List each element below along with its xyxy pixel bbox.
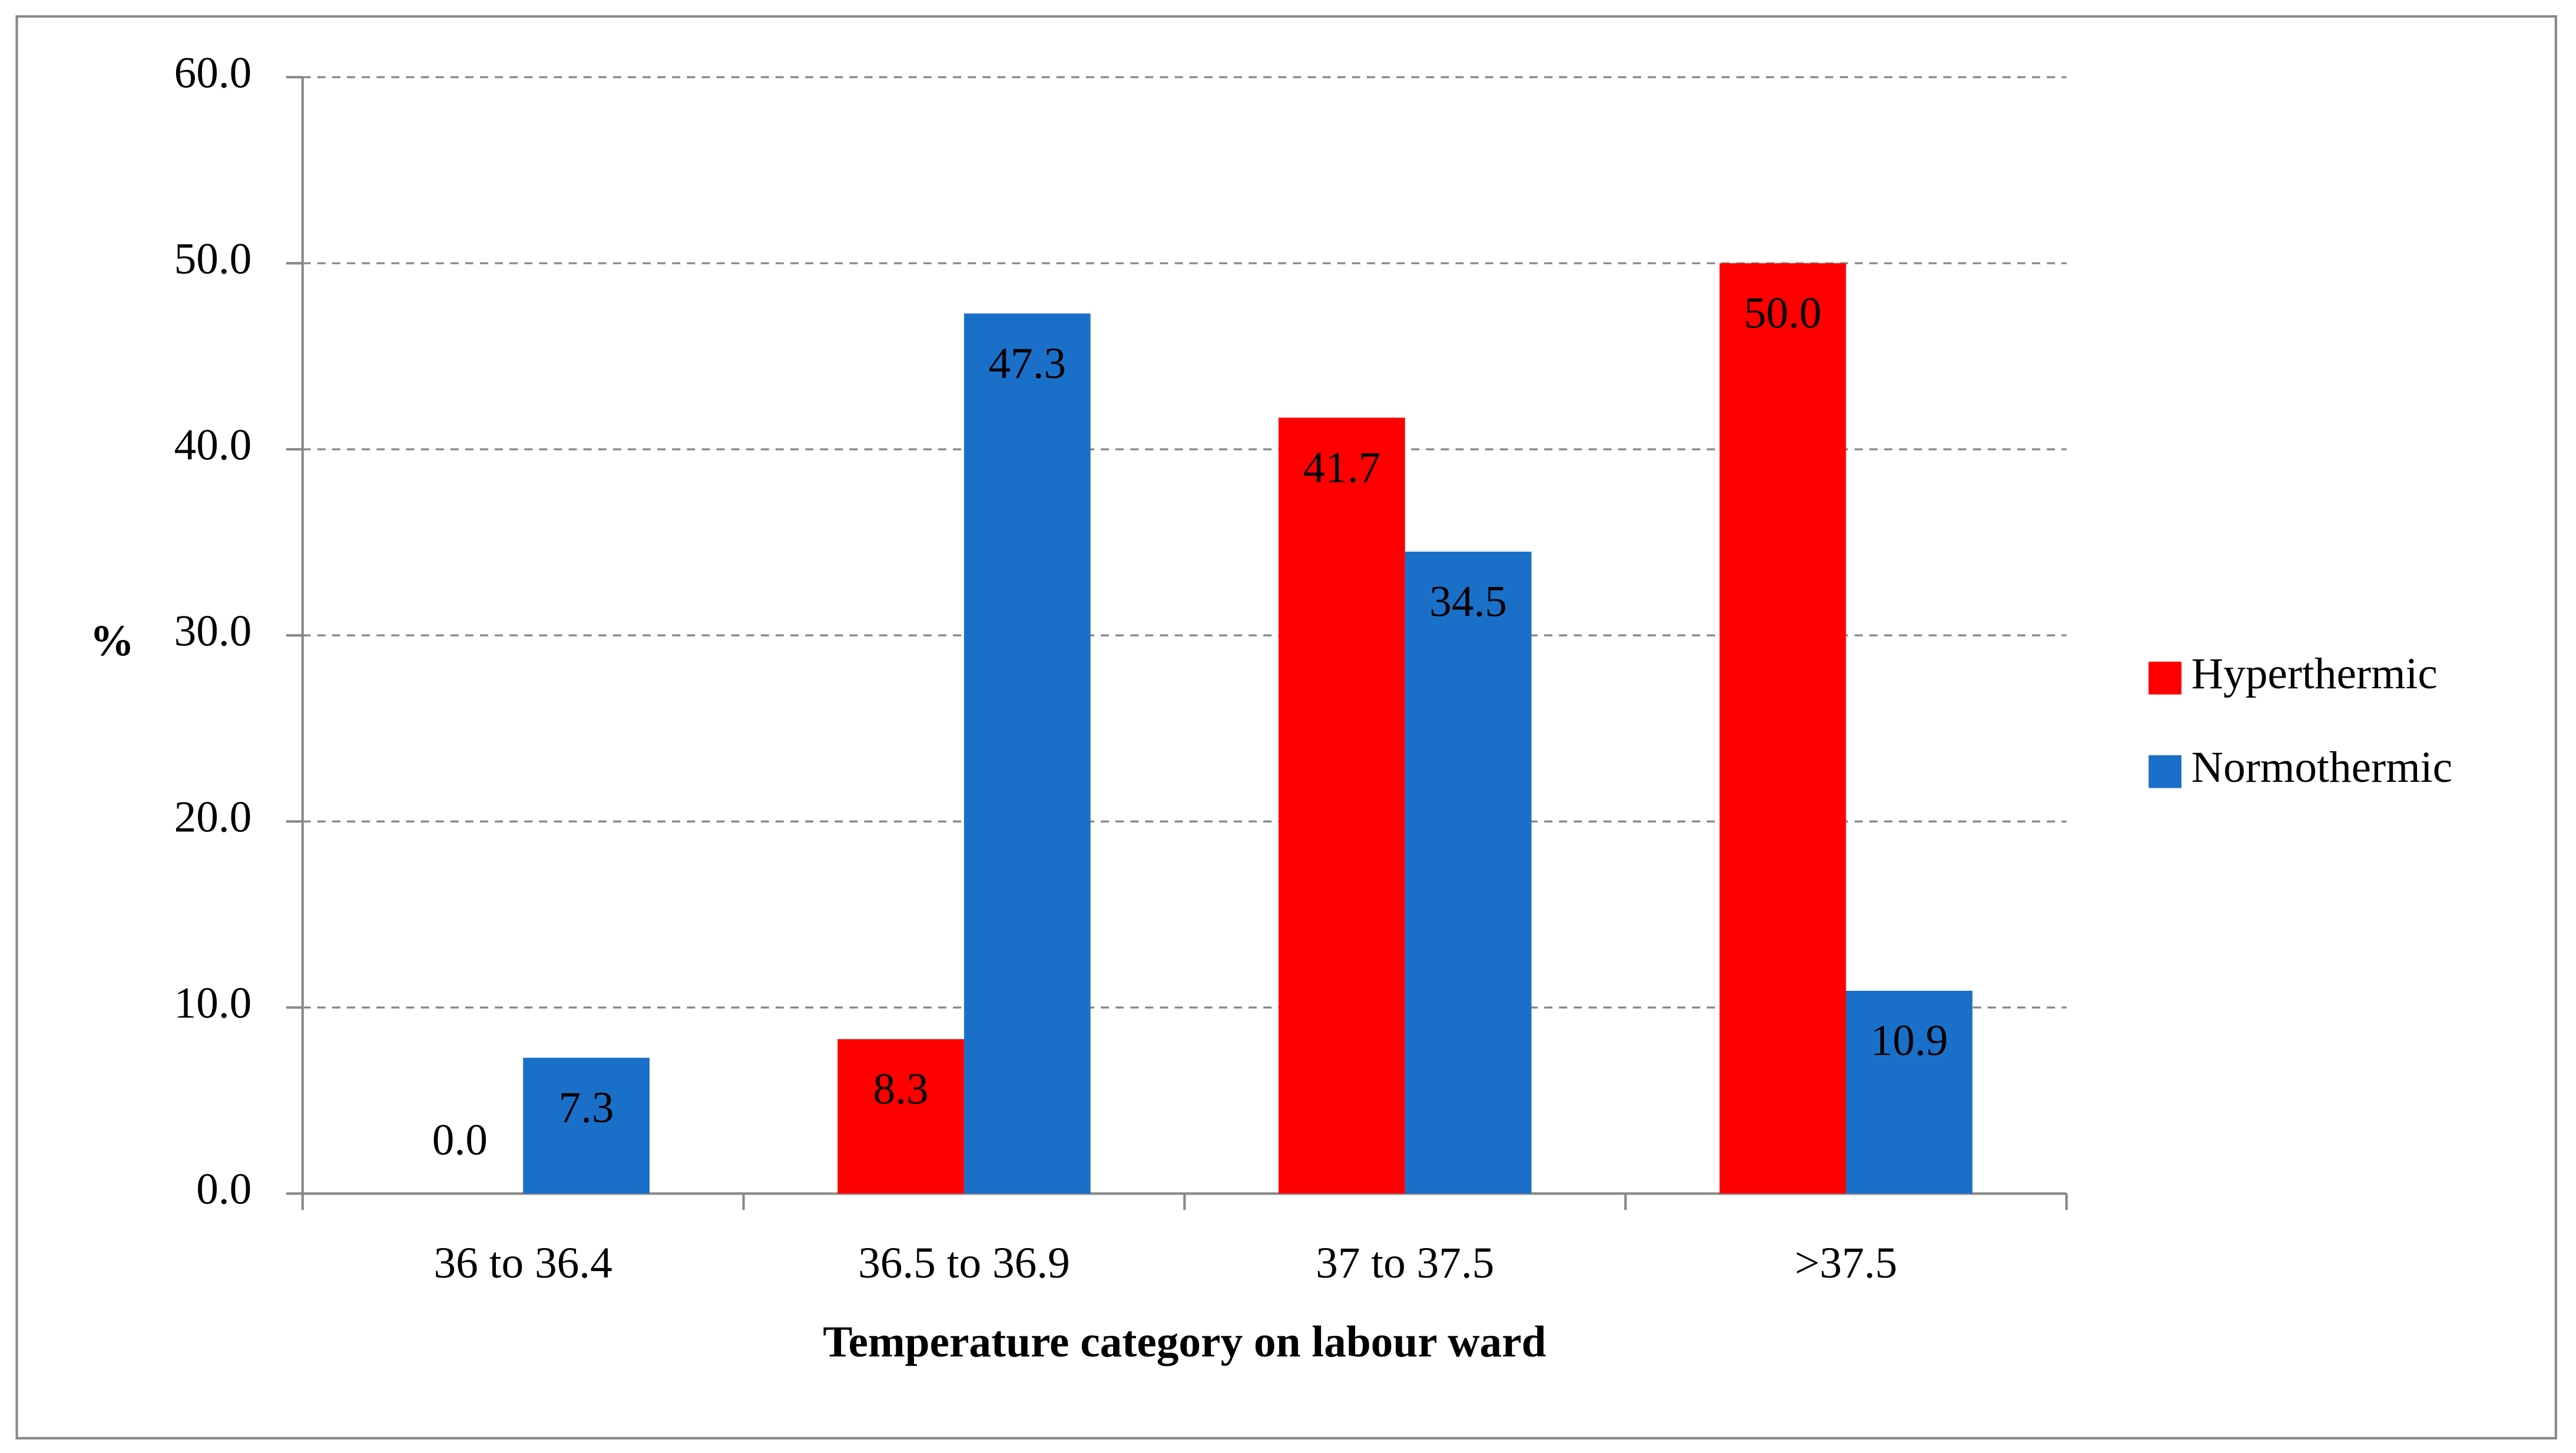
y-tick-label: 50.0 [174,234,252,283]
x-tick-label: 36 to 36.4 [434,1239,612,1288]
bar [1846,990,1973,1194]
y-tick-label: 0.0 [196,1165,251,1214]
data-label: 47.3 [988,339,1066,388]
x-tick-label: 36.5 to 36.9 [858,1239,1070,1288]
y-tick-label: 20.0 [174,793,252,842]
data-label: 8.3 [873,1064,929,1113]
legend-swatch [2148,661,2182,695]
legend-label: Normothermic [2191,743,2452,792]
bar [837,1039,964,1194]
y-axis-label: % [90,616,134,665]
y-tick-label: 30.0 [174,607,252,656]
x-axis-label: Temperature category on labour ward [823,1318,1546,1366]
bar [1719,263,1846,1194]
y-tick-label: 10.0 [174,979,252,1028]
data-label: 0.0 [432,1116,488,1165]
bar [523,1057,650,1194]
data-label: 50.0 [1744,288,1822,337]
data-label: 34.5 [1429,577,1507,626]
legend-swatch [2148,755,2182,788]
x-tick-label: 37 to 37.5 [1316,1239,1494,1288]
y-tick-label: 60.0 [174,48,252,97]
bar [1278,417,1405,1194]
data-label: 41.7 [1303,443,1380,492]
data-label: 10.9 [1870,1016,1948,1065]
bar [1405,552,1532,1194]
y-tick-label: 40.0 [174,420,252,469]
data-label: 7.3 [558,1083,614,1132]
bar [963,313,1091,1194]
x-tick-label: >37.5 [1794,1239,1897,1288]
legend-label: Hyperthermic [2191,649,2438,698]
